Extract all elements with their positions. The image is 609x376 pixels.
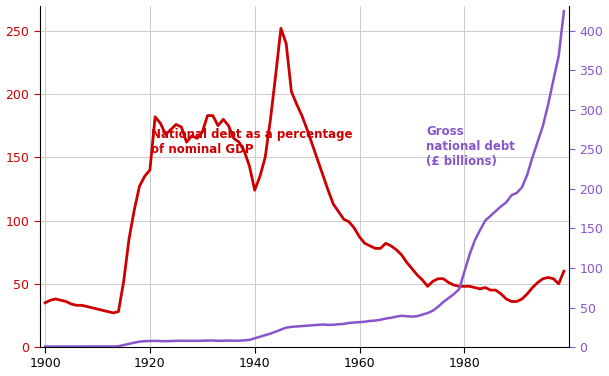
Text: National debt as a percentage
of nominal GDP: National debt as a percentage of nominal… <box>151 129 353 156</box>
Text: Gross
national debt
(£ billions): Gross national debt (£ billions) <box>426 125 515 168</box>
